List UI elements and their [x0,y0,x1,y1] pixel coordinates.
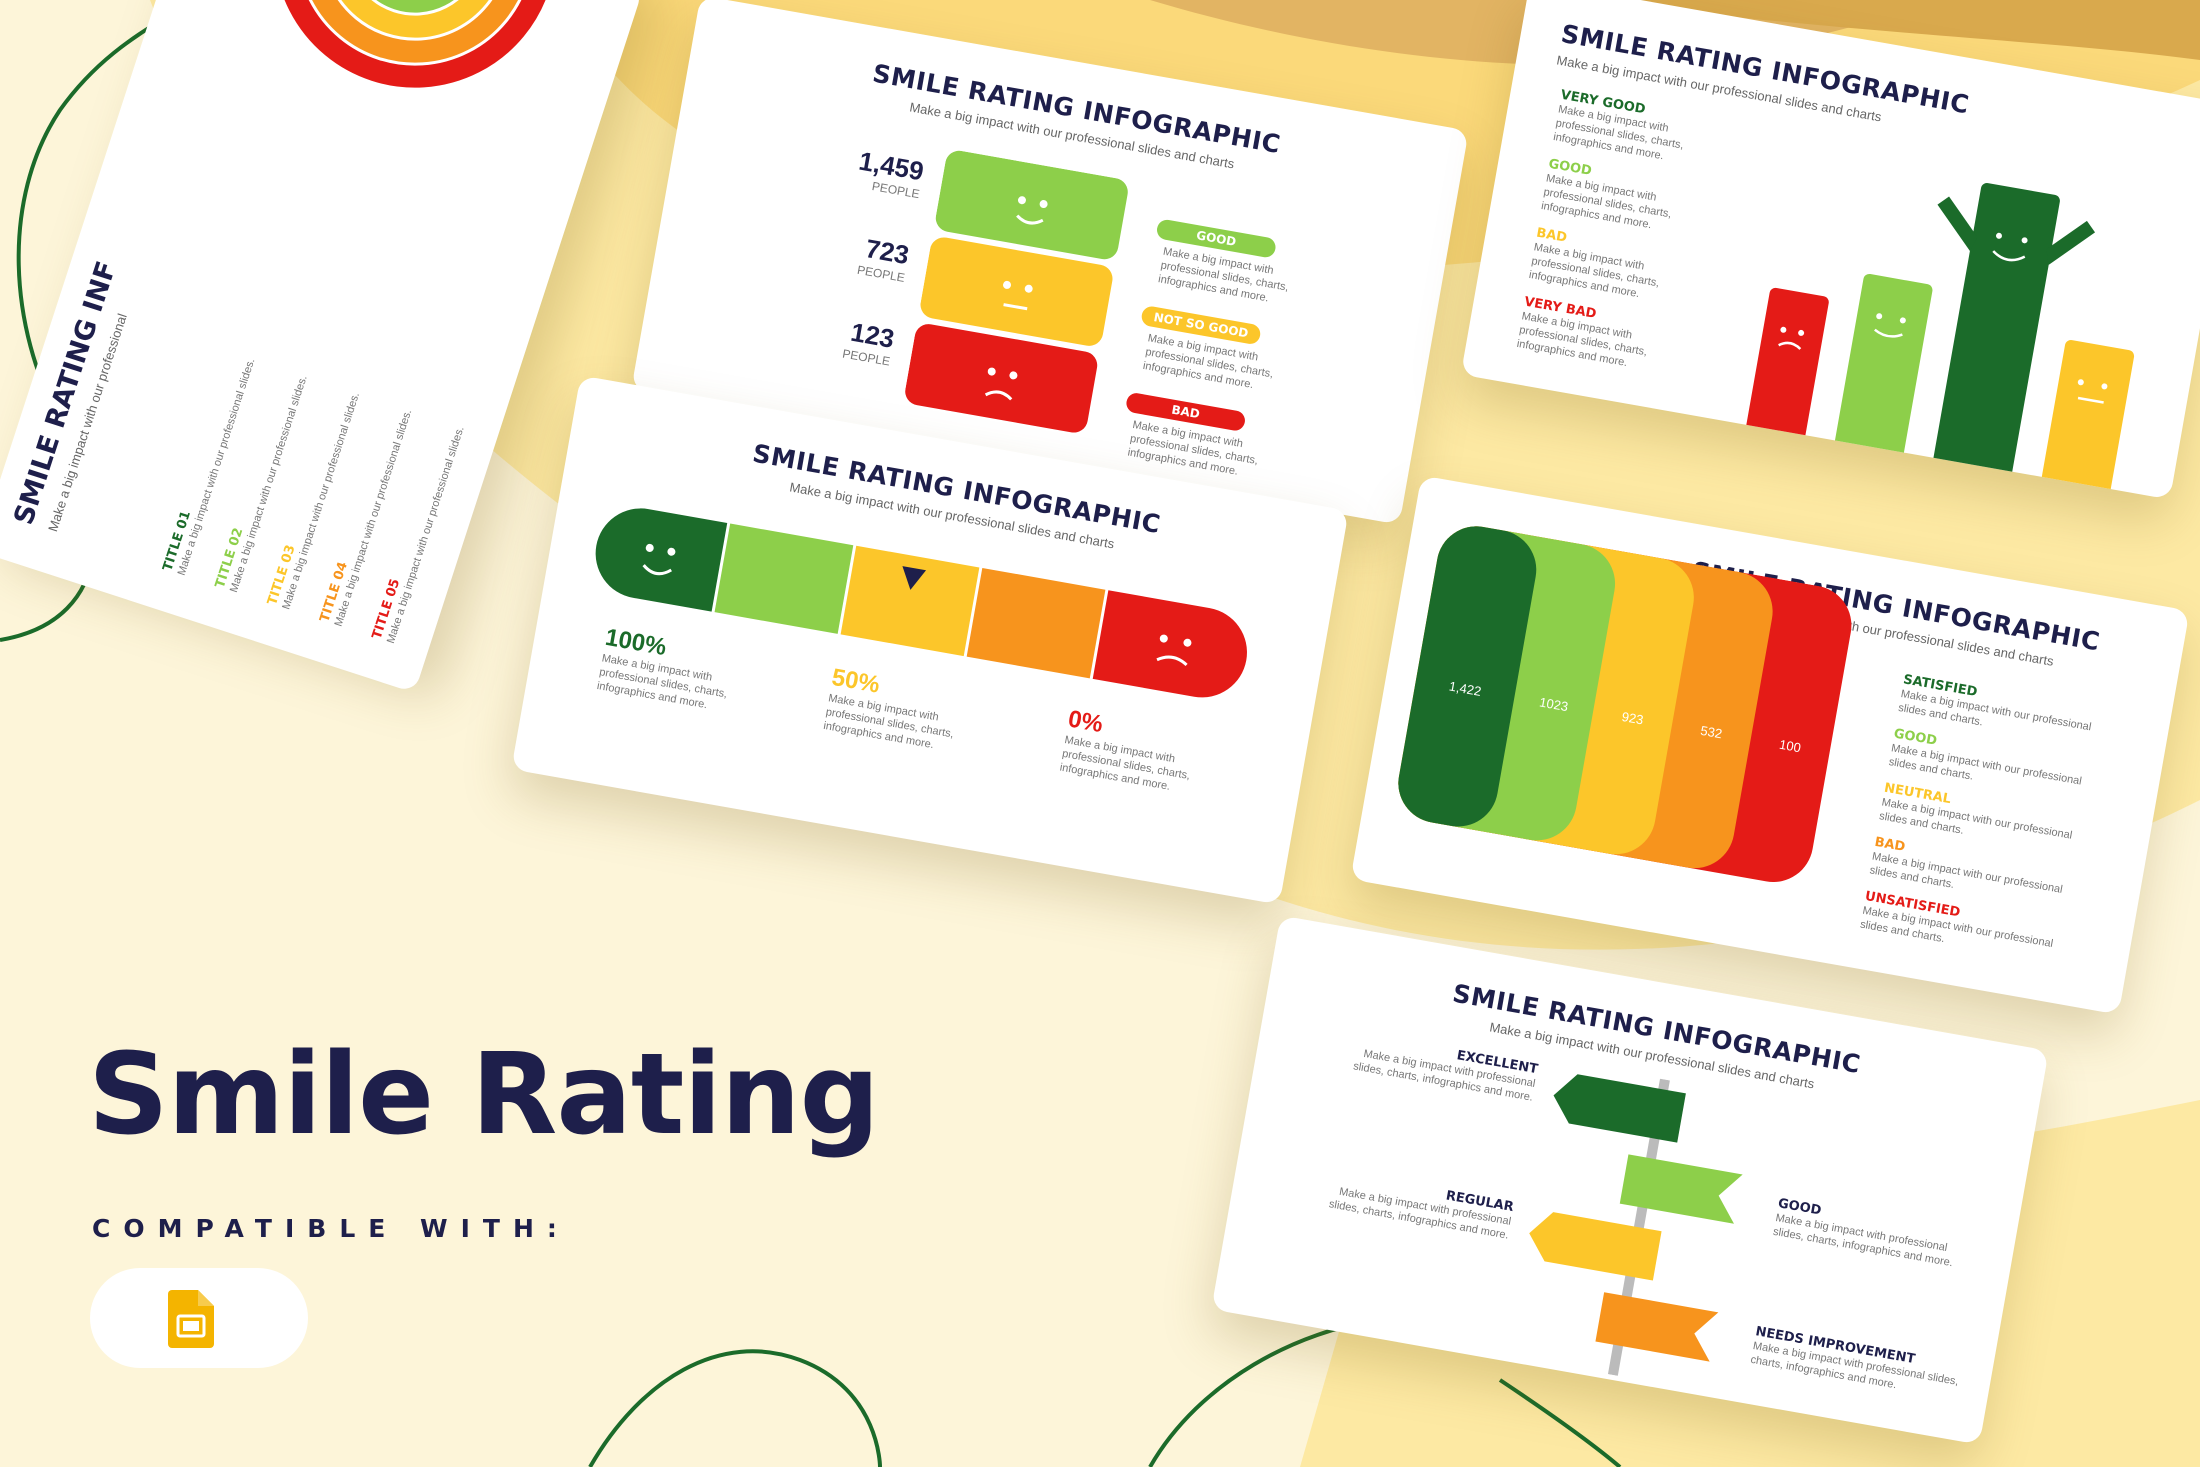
flag-item: EXCELLENT Make a big impact with profess… [1335,1028,1539,1105]
flag-item: NEEDS IMPROVEMENT Make a big impact with… [1749,1324,1973,1405]
rating-desc: Make a big impact with professional slid… [1142,332,1275,392]
concentric-arc-chart [274,0,550,88]
people-count-row: 123 PEOPLE [771,303,896,369]
rating-scale-bar [595,508,1247,698]
people-count-row: 723 PEOPLE [785,220,911,285]
slide-rating-scale[interactable]: SMILE RATING INFOGRAPHIC Make a big impa… [511,375,1349,905]
compat-badge [90,1268,308,1368]
character-figures [1745,183,2135,498]
slide-title-list[interactable]: SMILE RATING INF Make a big impact with … [0,0,644,693]
character-item: BAD Make a big impact with professional … [1528,226,1705,312]
scale-mark: 0% Make a big impact with professional s… [1059,705,1219,800]
google-slides-icon [168,1290,214,1348]
flag-pole [1529,1074,1743,1376]
flag-item: GOOD Make a big impact with professional… [1772,1196,1976,1273]
character-item: VERY GOOD Make a big impact with profess… [1552,88,1729,174]
hero-title: Smile Rating [88,1030,880,1160]
rating-desc: Make a big impact with professional slid… [1157,245,1290,305]
character-item: VERY BAD Make a big impact with professi… [1516,294,1693,380]
flag-item: REGULAR Make a big impact with professio… [1310,1166,1515,1243]
rating-desc: Make a big impact with professional slid… [1126,418,1259,478]
face-stack [905,150,1128,433]
slide-characters[interactable]: SMILE RATING INFOGRAPHIC Make a big impa… [1460,0,2200,500]
satisfaction-bars [1398,526,1852,883]
scale-mark: 50% Make a big impact with professional … [822,664,982,759]
character-item: GOOD Make a big impact with professional… [1540,157,1717,243]
scale-mark: 100% Make a big impact with professional… [596,624,756,719]
slide-flag-rating[interactable]: SMILE RATING INFOGRAPHIC Make a big impa… [1211,915,2049,1445]
slide-people-rating[interactable]: SMILE RATING INFOGRAPHIC Make a big impa… [631,0,1469,525]
people-count-row: 1,459 PEOPLE [800,136,926,202]
slide-satisfaction-bars[interactable]: SMILE RATING INFOGRAPHIC Make a big impa… [1350,475,2190,1015]
compatible-label: COMPATIBLE WITH: [92,1214,570,1243]
scale-pointer [902,566,927,590]
